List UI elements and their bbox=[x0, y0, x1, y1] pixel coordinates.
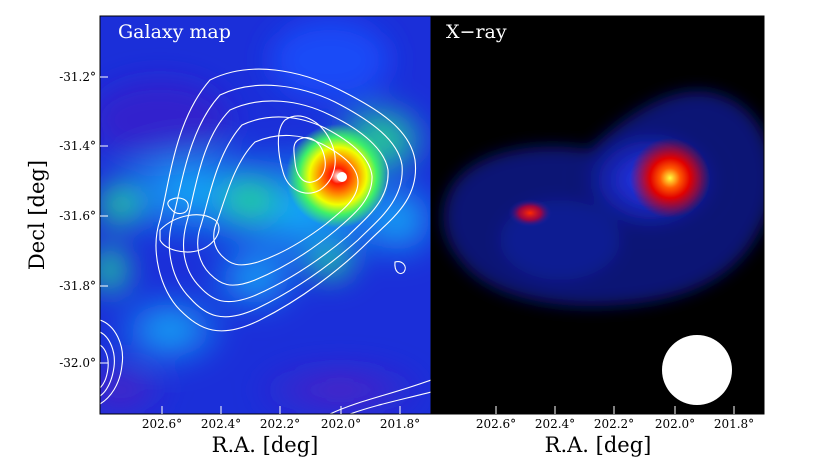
galaxy-contours bbox=[100, 68, 431, 414]
ylabel: Decl [deg] bbox=[25, 160, 49, 270]
xtick-label: 201.8° bbox=[380, 417, 420, 431]
xray-panel bbox=[431, 16, 764, 414]
xtick-label: 202.2° bbox=[260, 417, 300, 431]
xtick-label: 202.0° bbox=[655, 417, 695, 431]
ytick-label: -31.8° bbox=[59, 279, 96, 293]
xtick-label: 202.0° bbox=[321, 417, 361, 431]
ytick-label: -31.6° bbox=[59, 209, 96, 223]
ytick-label: -32.0° bbox=[59, 356, 96, 370]
xtick-label: 202.4° bbox=[201, 417, 241, 431]
xtick-label: 202.6° bbox=[142, 417, 182, 431]
psf-circle bbox=[662, 335, 732, 405]
xtick-label: 202.4° bbox=[535, 417, 575, 431]
galaxy-map-panel bbox=[100, 16, 431, 414]
ytick-label: -31.4° bbox=[59, 139, 96, 153]
xtick-label: 201.8° bbox=[714, 417, 754, 431]
ytick-label: -31.2° bbox=[59, 70, 96, 84]
xlabel-left: R.A. [deg] bbox=[212, 433, 319, 457]
xlabel-right: R.A. [deg] bbox=[545, 433, 652, 457]
xtick-label: 202.2° bbox=[594, 417, 634, 431]
panel-title-galaxy: Galaxy map bbox=[118, 21, 231, 43]
panel-title-xray: X−ray bbox=[446, 21, 507, 43]
right-panel-frame bbox=[430, 15, 765, 415]
xtick-label: 202.6° bbox=[476, 417, 516, 431]
